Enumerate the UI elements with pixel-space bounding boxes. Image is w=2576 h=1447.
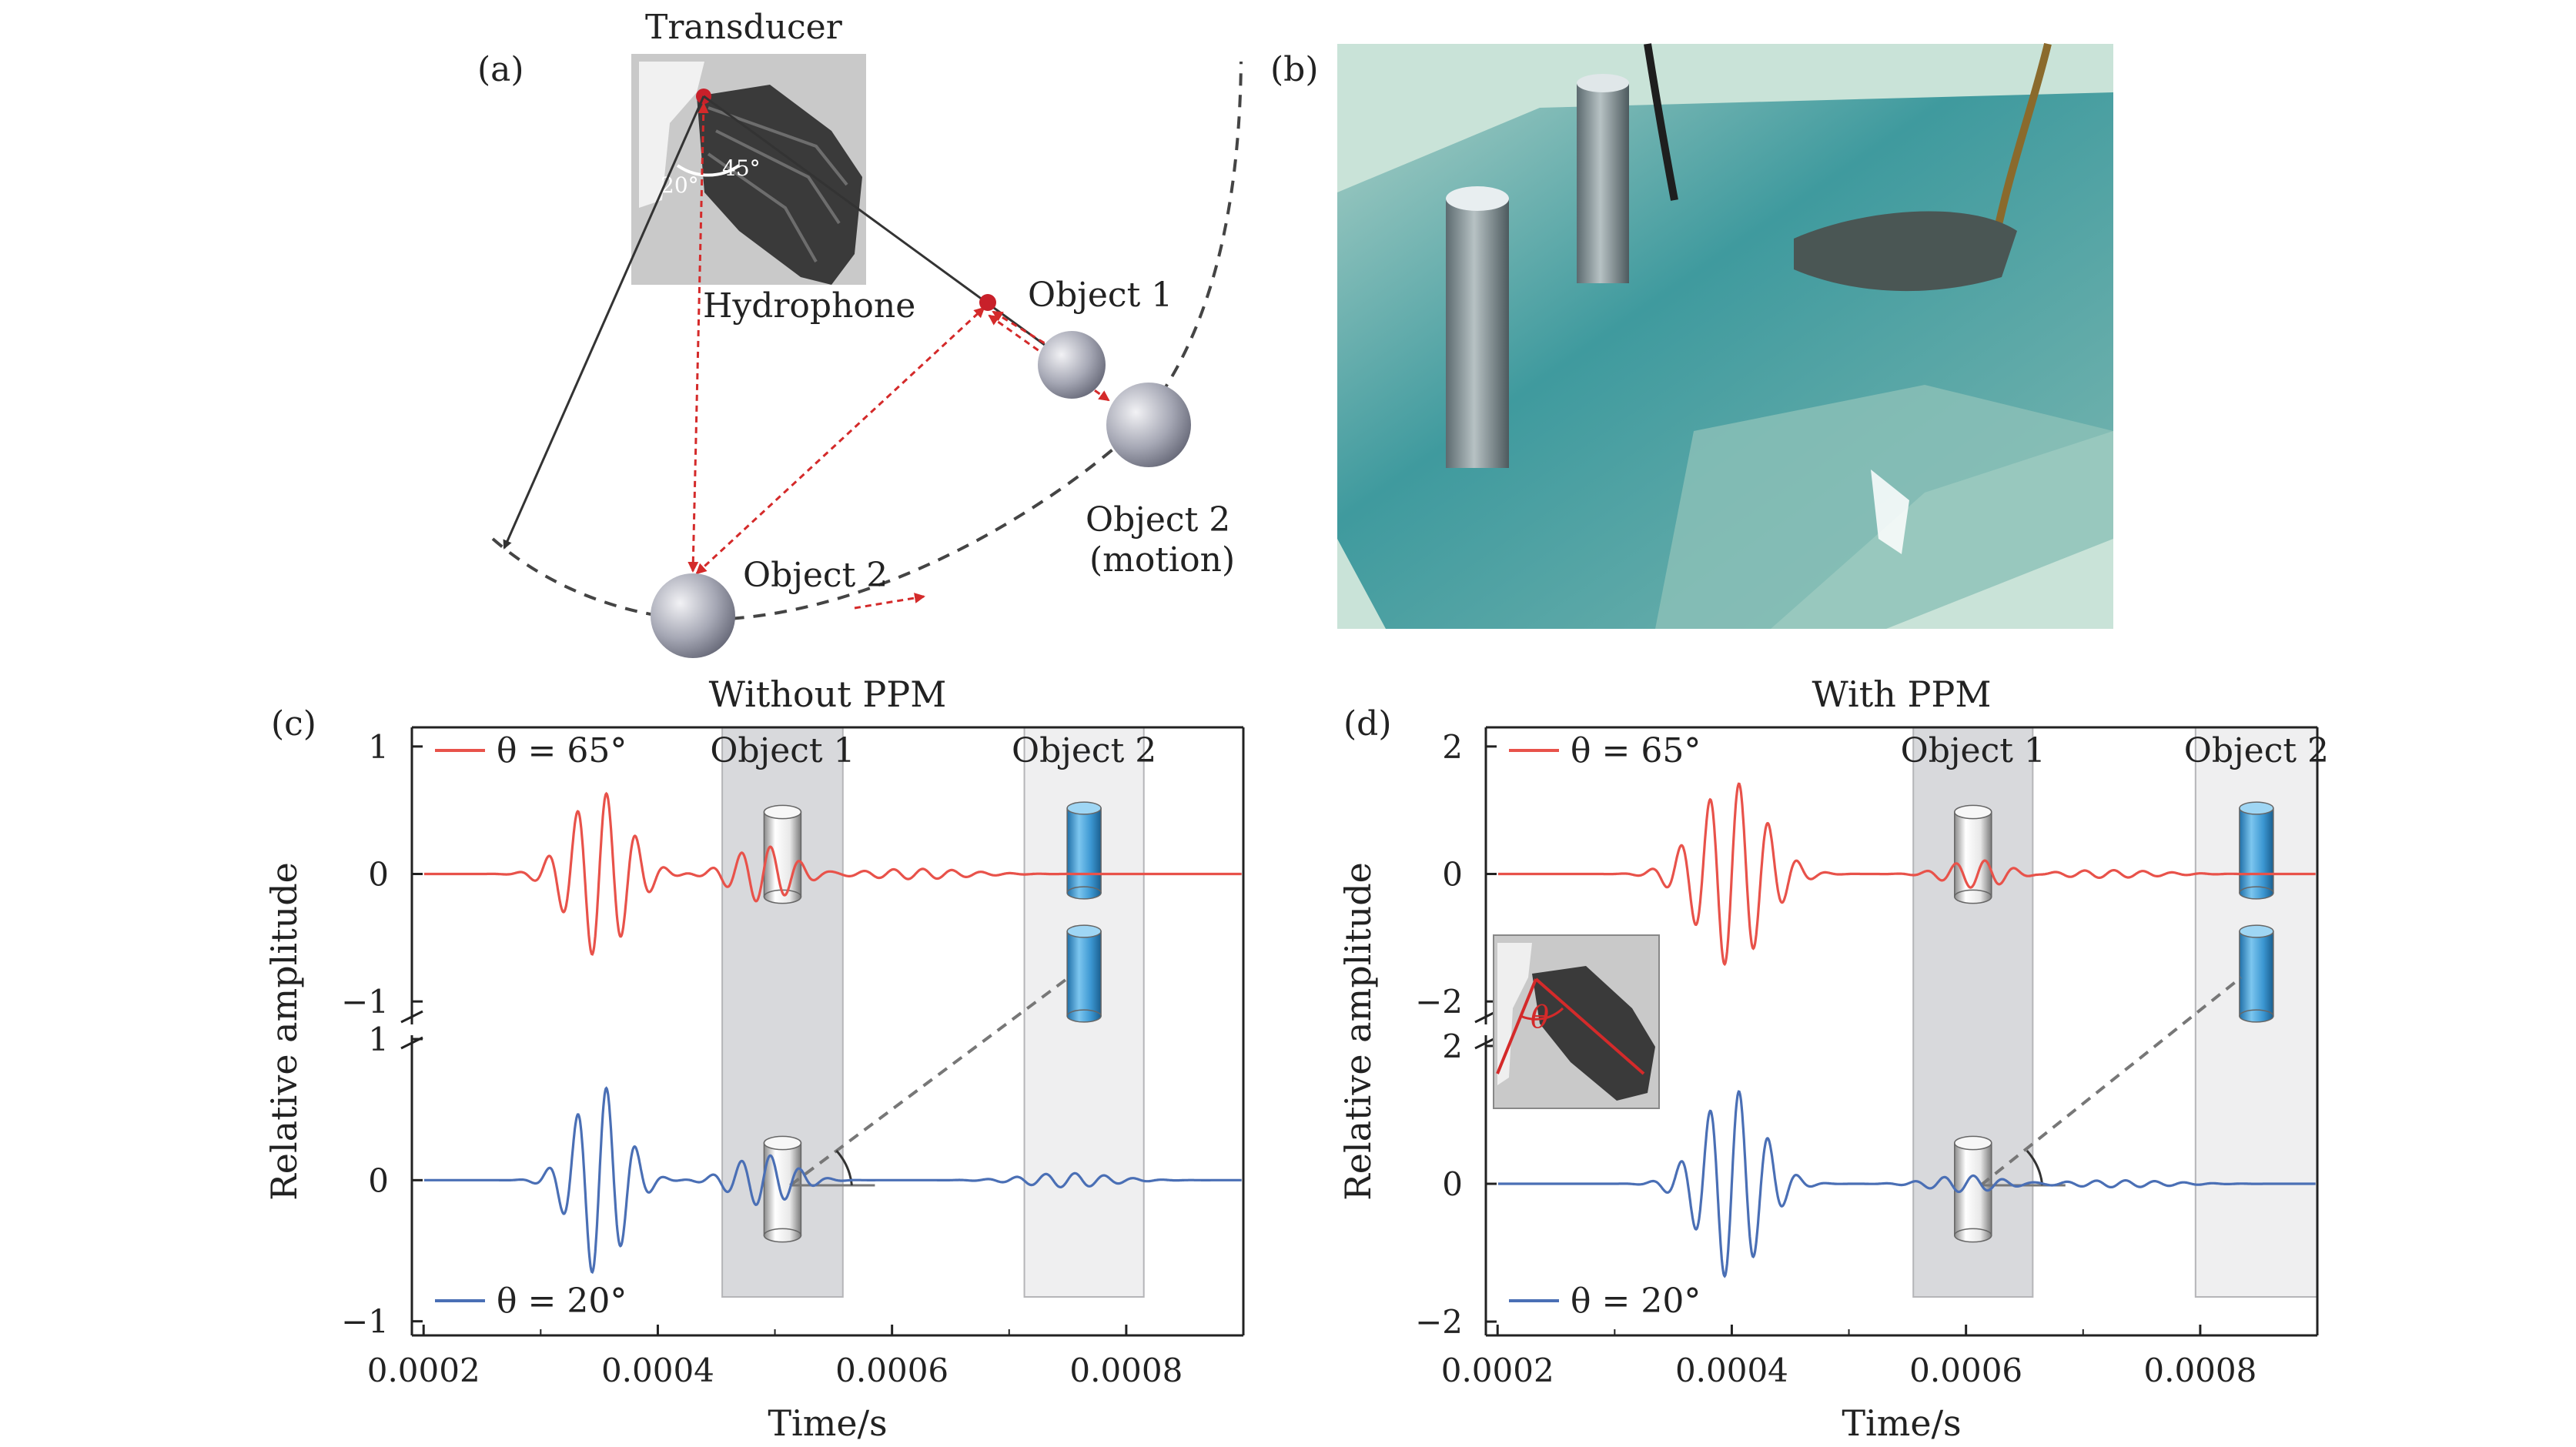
beam-line-left [503,95,705,550]
angle-45-label: 45° [722,155,761,181]
cylinder-post-large [1446,186,1509,468]
panel-label-b: (b) [1270,50,1319,89]
object1-cylinder-upper [763,804,802,904]
panel-a-diagram: (a) Transducer 20° 45° Hydrophone [477,8,1243,658]
panel-b-photo: (b) [1270,42,2113,629]
region-label-object-2: Object 2 [1012,731,1156,770]
object2-label: Object 2 [743,556,888,595]
x-tick-label: 0.0002 [367,1352,480,1389]
legend-label-theta-65: θ = 65° [1571,731,1701,770]
chart-title: Without PPM [709,673,947,715]
y-tick-label-lower: 1 [368,1021,389,1058]
y-tick-label-lower: −1 [341,1303,389,1341]
legend-label-theta-20: θ = 20° [497,1282,627,1321]
transducer-photo: 20° 45° [631,54,866,285]
x-tick-label: 0.0004 [1675,1352,1788,1389]
hydrophone-label: Hydrophone [703,286,915,326]
axis-break-mark [400,1010,423,1024]
x-tick-label: 0.0008 [1069,1352,1183,1389]
axes-frame [1484,726,2319,1337]
cable-left [1644,43,1678,201]
x-axis-label: Time/s [1842,1402,1961,1444]
axes-frame [410,726,1245,1337]
y-tick-label-lower: 0 [368,1161,389,1199]
x-tick-label: 0.0002 [1441,1352,1554,1389]
object2-sphere [651,573,735,658]
object1-sphere [1038,331,1106,399]
cable-right [1990,42,2052,247]
inset-theta-label: θ [1531,1000,1549,1035]
cylinder-post-small [1577,74,1629,283]
y-tick-label-lower: 2 [1442,1028,1463,1065]
object1-cylinder-upper [1954,804,1992,904]
object2-cylinder-upper [2239,801,2274,900]
object1-cylinder-lower [763,1135,802,1243]
x-axis-label: Time/s [768,1402,887,1444]
object2-cylinder-upper [1066,801,1102,900]
object2-motion-label-line2: (motion) [1089,540,1235,580]
panel-label-c: (c) [271,704,316,744]
series-line-theta-20 [424,1086,1242,1275]
y-tick-label-upper: −2 [1415,983,1463,1021]
region-label-object-1: Object 1 [1901,731,2046,770]
y-tick-label-upper: 1 [368,728,389,766]
pool-transducer [1794,211,2017,292]
legend-label-theta-65: θ = 65° [497,731,627,770]
x-tick-label: 0.0008 [2143,1352,2257,1389]
y-tick-label-upper: 0 [368,856,389,894]
region-label-object-1: Object 1 [710,731,855,770]
y-tick-label-lower: −2 [1415,1303,1463,1341]
y-tick-label-upper: −1 [341,983,389,1021]
legend-label-theta-20: θ = 20° [1571,1282,1701,1321]
signal-path-down [687,102,709,573]
region-label-object-2: Object 2 [2184,731,2329,770]
signal-path-diagonal [695,306,985,575]
y-axis-label: Relative amplitude [263,862,305,1201]
x-tick-label: 0.0006 [1909,1352,2022,1389]
motion-arrow [854,593,925,610]
hydrophone-dot [979,294,996,311]
chart-with-ppm: (d) With PPM Object 1 Object 2 2 0 −2 2 0 −2 0.000… [1337,673,2329,1444]
series-line-theta-65 [424,791,1242,956]
panel-label-d: (d) [1343,704,1392,744]
panel-label-a: (a) [477,50,524,89]
object2-motion-label-line1: Object 2 [1086,500,1230,540]
object2-cylinder-mid [1066,924,1102,1023]
x-tick-label: 0.0004 [601,1352,714,1389]
angle-arc [835,1149,853,1186]
y-tick-label-upper: 0 [1442,856,1463,894]
y-tick-label-upper: 2 [1442,728,1463,766]
angle-20-label: 20° [661,172,699,198]
theta-inset-photo: θ [1493,934,1660,1109]
series-line-theta-20 [1498,1090,2316,1278]
chart-title: With PPM [1812,673,1992,715]
y-axis-label: Relative amplitude [1337,862,1379,1201]
angle-guide-dashed [1979,976,2243,1187]
series-line-theta-65 [1498,782,2316,967]
object1-label: Object 1 [1028,276,1173,315]
x-tick-label: 0.0006 [835,1352,948,1389]
y-tick-label-lower: 0 [1442,1165,1463,1203]
object2-cylinder-mid [2239,924,2274,1023]
object2-motion-sphere [1106,383,1191,467]
transducer-label: Transducer [645,8,843,47]
